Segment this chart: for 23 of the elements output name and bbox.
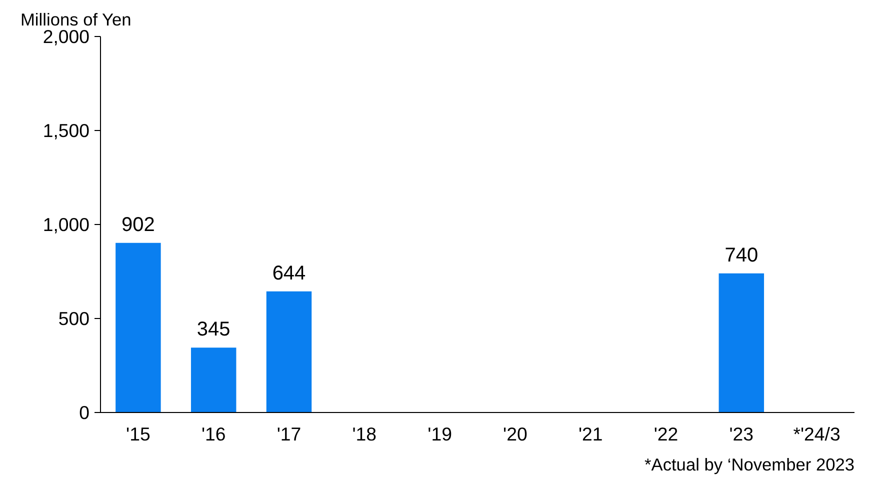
data-label: 740 — [724, 244, 758, 266]
data-label: 644 — [272, 262, 306, 284]
x-tick-label: *'24/3 — [793, 424, 840, 444]
x-tick-label: '23 — [729, 424, 754, 444]
x-tick-label: '19 — [428, 424, 452, 444]
bar — [116, 242, 161, 412]
x-tick-label: '18 — [352, 424, 377, 444]
y-tick-label: 500 — [58, 308, 90, 329]
x-tick-label: '15 — [126, 424, 150, 444]
y-tick-label: 0 — [79, 402, 90, 423]
y-tick-label: 1,000 — [42, 214, 90, 235]
y-tick-label: 1,500 — [42, 120, 90, 141]
x-tick-label: '16 — [201, 424, 226, 444]
bar — [266, 291, 312, 412]
x-tick-label: '22 — [654, 424, 678, 444]
x-tick-label: '17 — [276, 424, 302, 444]
data-label: 345 — [196, 318, 230, 341]
x-tick-label: '20 — [503, 424, 528, 444]
bar — [190, 348, 236, 412]
text: *Actual by ‘November 2023 — [644, 454, 855, 474]
data-label: 902 — [122, 214, 155, 236]
bar — [718, 273, 764, 412]
x-tick-label: '21 — [578, 424, 603, 444]
